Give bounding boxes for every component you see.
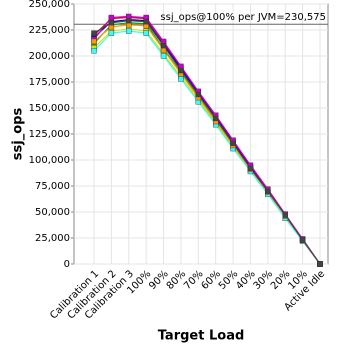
y-tick-label: 25,000 — [35, 233, 70, 244]
y-tick-label: 100,000 — [29, 155, 70, 166]
point — [91, 30, 97, 36]
y-tick-label: 50,000 — [35, 207, 70, 218]
point — [178, 67, 184, 74]
point — [282, 212, 288, 218]
x-axis-title: Target Load — [158, 329, 245, 344]
y-tick-label: 0 — [64, 259, 70, 270]
point — [212, 115, 219, 122]
y-tick-label: 75,000 — [35, 181, 70, 192]
point — [160, 42, 167, 49]
series-line — [93, 24, 321, 265]
series-line — [93, 15, 321, 265]
point — [91, 38, 97, 45]
y-tick-label: 175,000 — [29, 77, 70, 88]
y-tick-label: 150,000 — [29, 103, 70, 114]
point — [178, 76, 184, 82]
series-line — [93, 30, 321, 265]
point — [108, 20, 115, 26]
point — [126, 17, 132, 24]
series-line — [93, 28, 321, 265]
point — [126, 28, 132, 34]
y-tick-label: 250,000 — [29, 0, 70, 10]
point — [265, 188, 271, 194]
point — [91, 48, 97, 54]
point — [108, 30, 115, 36]
y-tick-label: 225,000 — [29, 25, 70, 36]
reference-label: ssj_ops@100% per JVM=230,575 — [160, 12, 326, 23]
series-line — [93, 20, 321, 265]
point — [299, 237, 306, 243]
point — [195, 91, 202, 98]
point — [143, 30, 149, 36]
point — [247, 165, 254, 172]
point — [160, 53, 167, 59]
y-tick-label: 125,000 — [29, 129, 70, 140]
y-tick-label: 200,000 — [29, 51, 70, 62]
point — [230, 140, 236, 147]
point — [108, 14, 115, 21]
point — [317, 261, 323, 267]
y-axis-title: ssj_ops — [11, 108, 26, 161]
point — [143, 18, 149, 25]
